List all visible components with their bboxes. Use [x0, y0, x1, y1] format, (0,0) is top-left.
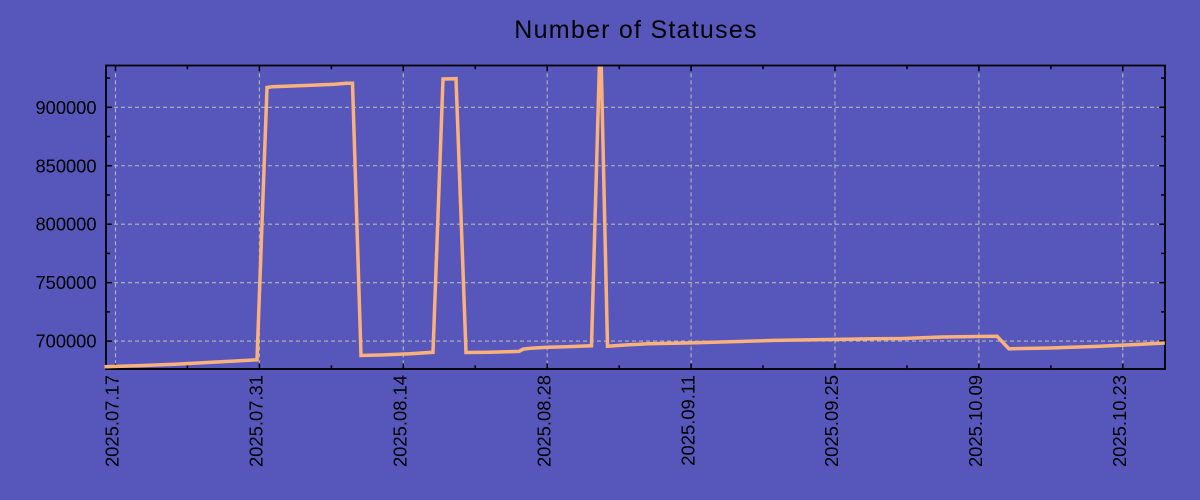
- svg-text:850000: 850000: [35, 155, 96, 176]
- svg-text:2025.09.11: 2025.09.11: [677, 375, 698, 466]
- svg-text:900000: 900000: [35, 97, 96, 118]
- svg-text:2025.08.14: 2025.08.14: [390, 375, 411, 467]
- svg-text:Number of Statuses: Number of Statuses: [514, 16, 757, 44]
- svg-text:750000: 750000: [35, 272, 96, 293]
- svg-text:2025.08.28: 2025.08.28: [533, 375, 554, 467]
- svg-text:800000: 800000: [35, 214, 96, 235]
- svg-text:2025.10.09: 2025.10.09: [965, 375, 986, 467]
- svg-text:2025.10.23: 2025.10.23: [1109, 375, 1130, 467]
- svg-text:2025.07.17: 2025.07.17: [102, 375, 123, 467]
- svg-text:700000: 700000: [35, 331, 96, 352]
- svg-text:2025.07.31: 2025.07.31: [246, 375, 267, 467]
- svg-text:2025.09.25: 2025.09.25: [821, 375, 842, 467]
